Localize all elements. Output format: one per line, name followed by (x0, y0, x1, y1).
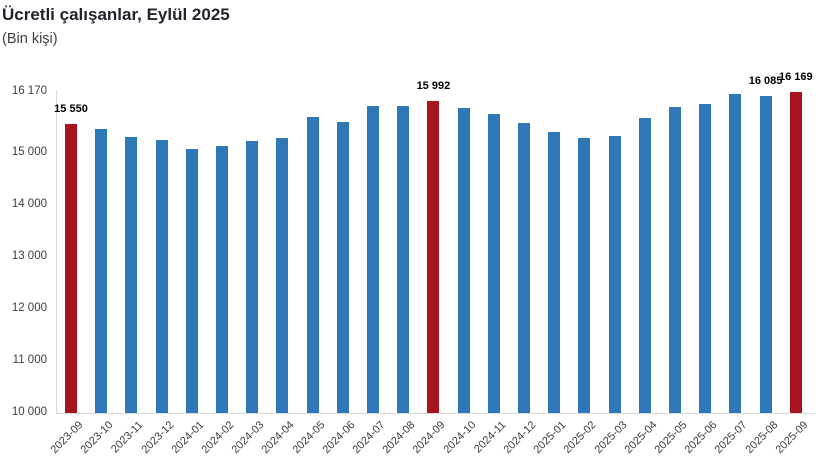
y-axis-tick-label: 14 000 (11, 197, 47, 210)
y-axis-tick-label: 12 000 (11, 301, 47, 314)
bar-2024-08[interactable] (397, 106, 410, 413)
bar-2025-01[interactable] (548, 132, 561, 413)
bar-2024-12[interactable] (518, 123, 530, 413)
bar-2023-10[interactable] (95, 129, 108, 413)
y-axis-tick-label: 10 000 (11, 406, 47, 418)
y-axis-tick-label: 11 000 (12, 353, 47, 366)
y-axis-line (56, 90, 57, 414)
y-axis-tick-label: 13 000 (11, 249, 47, 262)
bar-2024-06[interactable] (336, 122, 349, 413)
chart-title: Ücretli çalışanlar, Eylül 2025 (2, 5, 230, 24)
bar-2025-07[interactable] (729, 94, 742, 413)
bar-2025-09[interactable] (789, 92, 802, 413)
bar-2024-11[interactable] (487, 114, 500, 413)
bar-2025-02[interactable] (578, 138, 591, 413)
bar-2025-05[interactable] (669, 107, 681, 413)
bar-2025-08[interactable] (759, 96, 772, 413)
value-label-2024-09: 15 992 (416, 80, 451, 93)
bar-2024-09[interactable] (427, 101, 440, 413)
bar-2025-04[interactable] (638, 118, 651, 413)
x-axis-line (56, 413, 815, 414)
bar-2023-12[interactable] (155, 140, 168, 413)
bar-2024-03[interactable] (246, 141, 259, 413)
bar-2024-04[interactable] (276, 138, 289, 413)
y-axis-tick-label: 15 000 (11, 145, 47, 158)
bar-2024-02[interactable] (216, 146, 228, 413)
bar-2024-07[interactable] (367, 106, 379, 413)
y-axis-tick-label: 16 170 (11, 85, 47, 97)
bar-2024-10[interactable] (457, 108, 470, 413)
bar-2023-09[interactable] (65, 124, 77, 413)
chart-subtitle: (Bin kişi) (2, 31, 58, 47)
bar-2025-06[interactable] (699, 104, 712, 413)
bar-2024-05[interactable] (306, 117, 319, 413)
bar-2025-03[interactable] (608, 136, 621, 413)
value-label-2023-09: 15 550 (54, 103, 88, 116)
value-label-2025-08: 16 085 (748, 75, 783, 88)
bar-2024-01[interactable] (185, 149, 198, 413)
bar-2023-11[interactable] (125, 137, 138, 413)
value-label-2025-09: 16 169 (778, 71, 813, 84)
